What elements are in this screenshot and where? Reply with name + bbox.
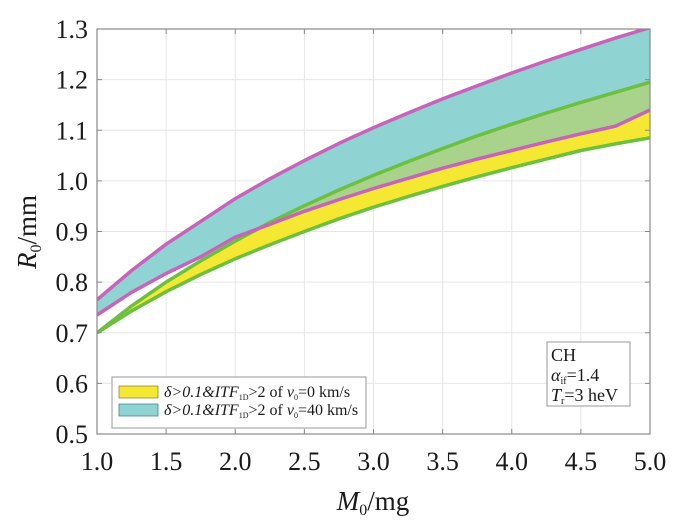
x-tick-labels: 1.0 1.5 2.0 2.5 3.0 3.5 4.0 4.5 5.0: [81, 447, 667, 476]
legend-box: [111, 376, 367, 429]
legend-swatch-v0-0: [118, 385, 159, 399]
x-tick-label: 1.0: [81, 447, 114, 476]
legend: δ>0.1&ITF1D>2 of v0=0 km/s δ>0.1&ITF1D>2…: [111, 376, 367, 429]
areas: [97, 29, 650, 333]
x-tick-label: 3.0: [357, 447, 390, 476]
x-tick-label: 1.5: [150, 447, 183, 476]
annotation-temperature: Tr=3 heV: [551, 385, 618, 407]
x-tick-label: 2.5: [288, 447, 321, 476]
y-tick-label: 1.0: [56, 167, 89, 196]
band-overlap: [97, 82, 650, 333]
legend-swatch-v0-40: [118, 403, 159, 417]
ticks: [96, 28, 651, 435]
y-tick-label: 1.3: [56, 15, 89, 44]
y-tick-label: 0.9: [56, 218, 89, 247]
x-tick-label: 3.5: [426, 447, 459, 476]
y-tick-labels: 0.5 0.6 0.7 0.8 0.9 1.0 1.1 1.2 1.3: [56, 15, 89, 449]
y-tick-label: 0.7: [56, 319, 89, 348]
x-axis-label: M0/mg: [336, 486, 410, 519]
edge-v0-40-lower: [97, 108, 650, 317]
x-tick-label: 4.5: [565, 447, 598, 476]
x-tick-label: 4.0: [496, 447, 529, 476]
annotation-box: [546, 341, 631, 407]
edges: [97, 29, 650, 335]
edge-v0-0-lower: [97, 136, 650, 335]
y-tick-label: 1.2: [56, 66, 89, 95]
legend-label-v0-0: δ>0.1&ITF1D>2 of v0=0 km/s: [164, 384, 350, 402]
band-v0-40: [97, 29, 650, 315]
x-tick-label: 2.0: [219, 447, 252, 476]
edge-v0-0-upper: [97, 80, 650, 335]
edge-v0-40-upper: [97, 29, 650, 302]
y-tick-label: 0.8: [56, 268, 89, 297]
y-tick-label: 1.1: [56, 116, 89, 145]
annotation-material: CH: [551, 345, 576, 365]
annotation: CH αif=1.4 Tr=3 heV: [546, 341, 631, 407]
y-tick-label: 0.6: [56, 369, 89, 398]
legend-label-v0-40: δ>0.1&ITF1D>2 of v0=40 km/s: [164, 402, 358, 420]
y-axis-label: R0/mm: [12, 195, 45, 270]
x-tick-label: 5.0: [634, 447, 667, 476]
annotation-alpha: αif=1.4: [551, 365, 599, 387]
y-tick-label: 0.5: [56, 420, 89, 449]
